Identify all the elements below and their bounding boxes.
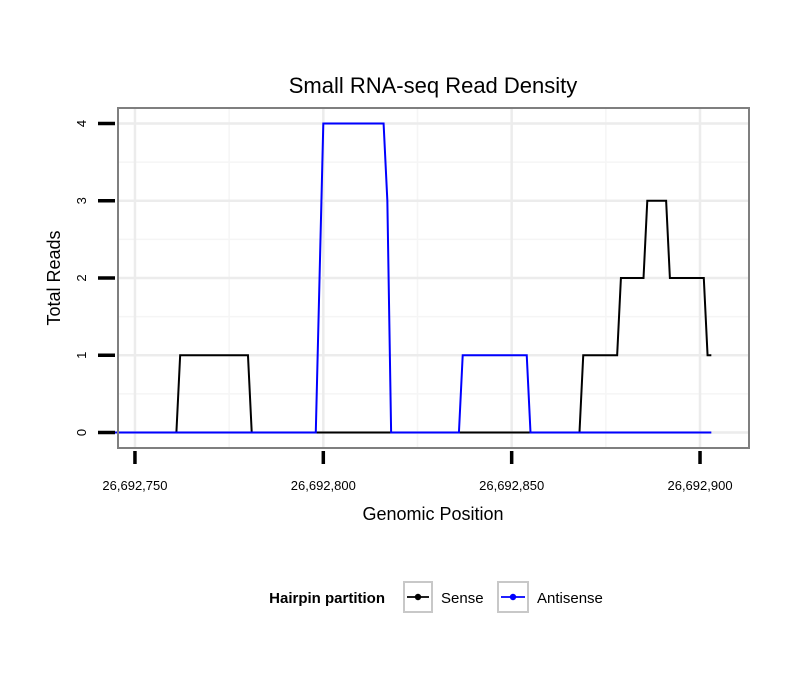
x-tick-label: 26,692,800: [291, 478, 356, 493]
legend-point-sense: [414, 593, 422, 601]
series-line-sense: [110, 199, 712, 434]
x-tick-label: 26,692,900: [667, 478, 732, 493]
legend: Hairpin partition Sense Antisense: [269, 581, 603, 613]
y-tick-label: 0: [74, 429, 89, 436]
plot-border: [117, 107, 750, 449]
x-tick-label: 26,692,850: [479, 478, 544, 493]
legend-item-antisense: Antisense: [497, 581, 603, 613]
y-tick-label: 2: [74, 274, 89, 281]
legend-item-sense: Sense: [403, 581, 484, 613]
x-axis-label: Genomic Position: [362, 504, 503, 524]
series-lines: [110, 122, 712, 434]
y-tick-label: 1: [74, 352, 89, 359]
chart-title: Small RNA-seq Read Density: [289, 73, 578, 98]
x-tick-label: 26,692,750: [102, 478, 167, 493]
y-tick-label: 3: [74, 197, 89, 204]
axis-ticks: 26,692,750 26,692,800 26,692,850 26,692,900…: [74, 120, 733, 493]
legend-label-sense: Sense: [441, 590, 484, 607]
legend-title: Hairpin partition: [269, 590, 385, 607]
legend-point-antisense: [509, 593, 517, 601]
legend-label-antisense: Antisense: [537, 590, 603, 607]
y-tick-label: 4: [74, 120, 89, 127]
y-axis-label: Total Reads: [44, 230, 64, 325]
series-line-antisense: [110, 122, 712, 434]
